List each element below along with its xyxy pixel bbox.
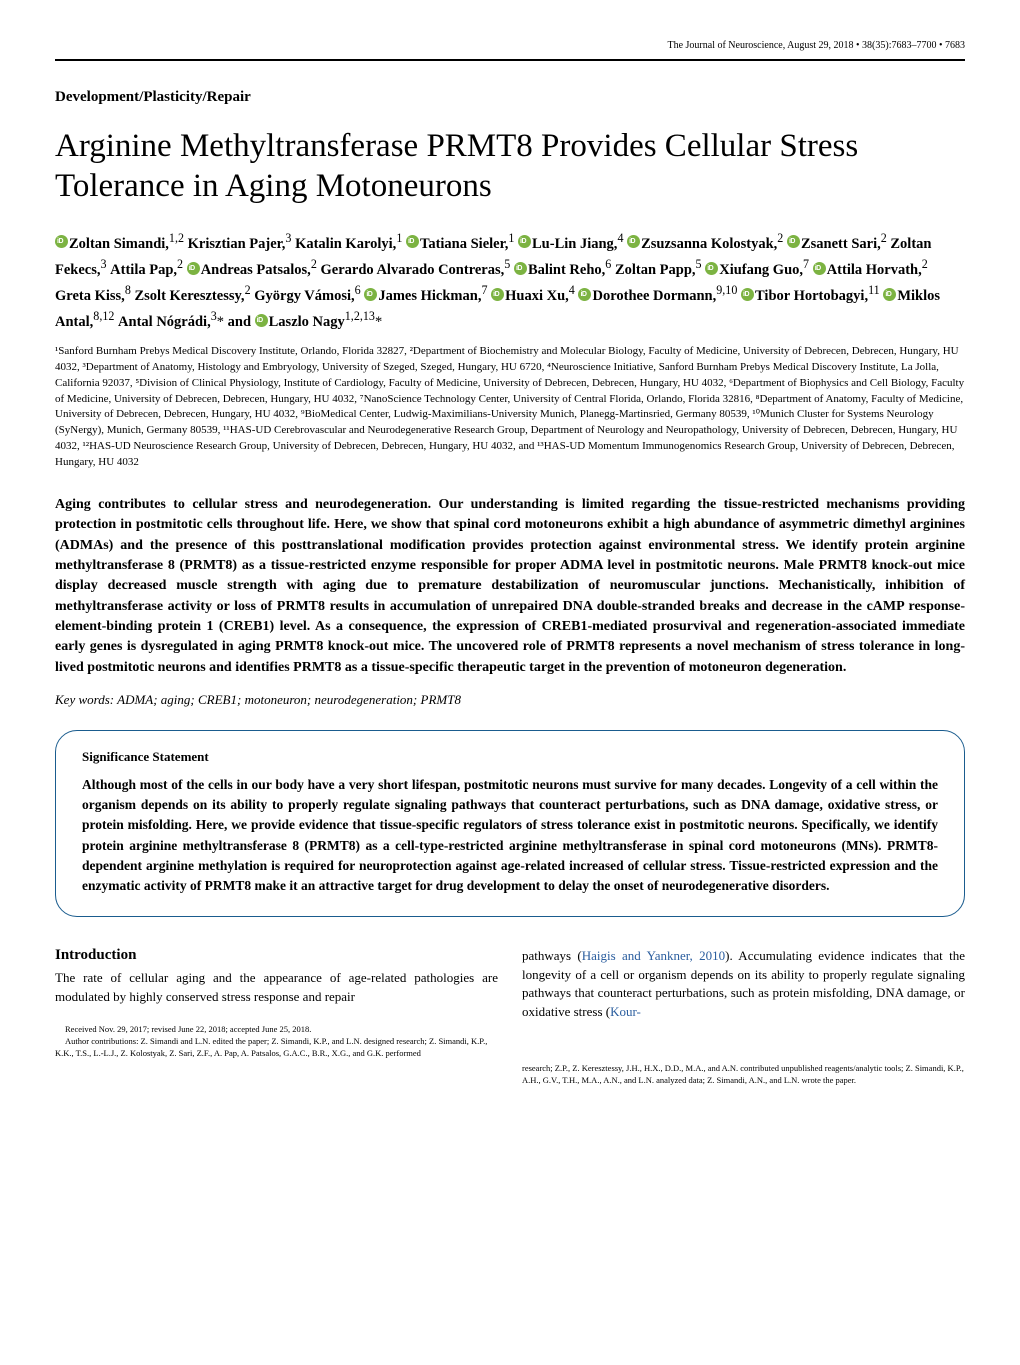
orcid-icon <box>518 235 531 248</box>
orcid-icon <box>514 262 527 275</box>
orcid-icon <box>813 262 826 275</box>
orcid-icon <box>705 262 718 275</box>
intro-paragraph-right: pathways (Haigis and Yankner, 2010). Acc… <box>522 947 965 1021</box>
orcid-icon <box>406 235 419 248</box>
keywords: Key words: ADMA; aging; CREB1; motoneuro… <box>55 692 965 708</box>
orcid-icon <box>787 235 800 248</box>
affiliations: ¹Sanford Burnham Prebys Medical Discover… <box>55 344 965 472</box>
orcid-icon <box>364 288 377 301</box>
orcid-icon <box>187 262 200 275</box>
intro-text-right-pre: pathways ( <box>522 948 582 963</box>
orcid-icon <box>55 235 68 248</box>
orcid-icon <box>255 314 268 327</box>
orcid-icon <box>741 288 754 301</box>
section-label: Development/Plasticity/Repair <box>55 89 965 106</box>
right-column: pathways (Haigis and Yankner, 2010). Acc… <box>522 947 965 1087</box>
footnotes-left: Received Nov. 29, 2017; revised June 22,… <box>55 1024 498 1060</box>
orcid-icon <box>883 288 896 301</box>
orcid-icon <box>578 288 591 301</box>
received-date: Received Nov. 29, 2017; revised June 22,… <box>55 1024 498 1036</box>
abstract: Aging contributes to cellular stress and… <box>55 495 965 678</box>
significance-box: Significance Statement Although most of … <box>55 730 965 918</box>
running-head: The Journal of Neuroscience, August 29, … <box>55 40 965 61</box>
footnotes-right: research; Z.P., Z. Keresztessy, J.H., H.… <box>522 1063 965 1087</box>
orcid-icon <box>627 235 640 248</box>
citation-link-2[interactable]: Kour- <box>610 1004 641 1019</box>
orcid-icon <box>491 288 504 301</box>
article-title: Arginine Methyltransferase PRMT8 Provide… <box>55 126 965 207</box>
author-contributions-left: Author contributions: Z. Simandi and L.N… <box>55 1036 498 1060</box>
two-column-layout: Introduction The rate of cellular aging … <box>55 947 965 1087</box>
author-contributions-right: research; Z.P., Z. Keresztessy, J.H., H.… <box>522 1063 965 1087</box>
intro-paragraph-left: The rate of cellular aging and the appea… <box>55 969 498 1006</box>
significance-title: Significance Statement <box>82 749 938 765</box>
introduction-heading: Introduction <box>55 947 498 964</box>
keywords-text: ADMA; aging; CREB1; motoneuron; neurodeg… <box>117 692 461 707</box>
significance-body: Although most of the cells in our body h… <box>82 775 938 897</box>
author-list: Zoltan Simandi,1,2 Krisztian Pajer,3 Kat… <box>55 229 965 334</box>
keywords-label: Key words: <box>55 692 114 707</box>
citation-link[interactable]: Haigis and Yankner, 2010 <box>582 948 725 963</box>
left-column: Introduction The rate of cellular aging … <box>55 947 498 1087</box>
